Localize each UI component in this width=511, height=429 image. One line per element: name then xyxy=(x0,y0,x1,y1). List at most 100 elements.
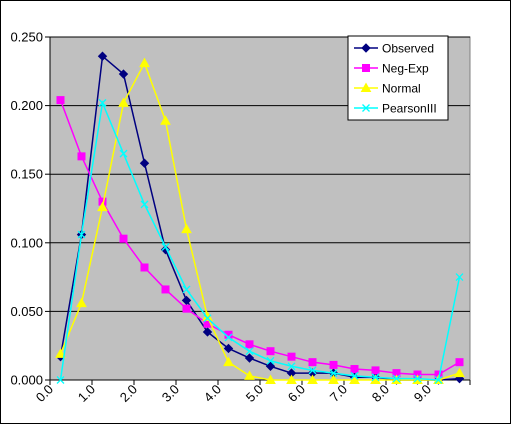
legend-marker-pearsoniii xyxy=(362,104,370,112)
data-point-pearsoniii-15-stroke-b xyxy=(371,373,380,382)
data-point-pearsoniii-12-stroke-b xyxy=(308,366,317,375)
data-point-pearsoniii-2 xyxy=(98,98,107,107)
x-tick-label-6: 6.0 xyxy=(285,382,308,405)
data-point-pearsoniii-3-stroke-b xyxy=(119,149,128,158)
data-point-pearsoniii-0-stroke-b xyxy=(56,376,65,384)
x-tick-label-4: 4.0 xyxy=(201,382,224,405)
data-point-neg-exp-10 xyxy=(266,347,275,356)
data-point-pearsoniii-16 xyxy=(392,374,401,383)
data-point-normal-1 xyxy=(76,297,87,308)
data-point-normal-9 xyxy=(244,370,255,380)
data-point-neg-exp-5 xyxy=(161,285,170,294)
data-point-pearsoniii-0 xyxy=(56,376,65,384)
data-point-pearsoniii-18 xyxy=(434,376,443,384)
legend-marker-neg-exp xyxy=(362,64,370,72)
y-tick-label-1: 0.050 xyxy=(10,304,43,319)
y-tick-label-5: 0.250 xyxy=(10,30,43,45)
data-point-pearsoniii-3 xyxy=(119,149,128,158)
legend-marker-pearsoniii-stroke-b xyxy=(362,104,370,112)
data-point-pearsoniii-13 xyxy=(329,369,338,378)
data-point-pearsoniii-2-stroke-b xyxy=(98,98,107,107)
x-tick-label-3: 3.0 xyxy=(159,382,182,405)
data-point-pearsoniii-16-stroke-b xyxy=(392,374,401,383)
data-point-observed-3 xyxy=(118,69,129,79)
data-point-pearsoniii-8 xyxy=(224,333,233,342)
data-point-normal-12 xyxy=(307,374,318,384)
x-tick-label-5: 5.0 xyxy=(243,382,266,405)
data-point-normal-10 xyxy=(265,374,276,384)
data-point-neg-exp-0 xyxy=(56,96,65,105)
y-tick-label-0: 0.000 xyxy=(10,373,43,388)
data-point-pearsoniii-13-stroke-b xyxy=(329,369,338,378)
data-point-observed-10 xyxy=(265,361,276,371)
data-point-normal-5 xyxy=(160,115,171,125)
data-point-pearsoniii-8-stroke-b xyxy=(224,333,233,342)
data-point-normal-2 xyxy=(97,201,108,212)
data-point-neg-exp-6 xyxy=(182,304,191,313)
data-point-pearsoniii-6-stroke-b xyxy=(182,285,191,294)
data-point-pearsoniii-10 xyxy=(266,356,275,365)
data-point-neg-exp-3 xyxy=(119,234,128,243)
data-point-normal-11 xyxy=(286,374,297,384)
data-point-pearsoniii-11-stroke-b xyxy=(287,362,296,371)
data-point-pearsoniii-17-stroke-b xyxy=(413,374,422,383)
data-point-normal-3 xyxy=(118,97,129,107)
data-point-pearsoniii-19-stroke-b xyxy=(455,273,464,282)
data-point-pearsoniii-5 xyxy=(161,242,170,251)
data-point-pearsoniii-11 xyxy=(287,362,296,371)
data-point-neg-exp-13 xyxy=(329,360,338,369)
data-point-normal-0 xyxy=(55,348,66,358)
data-point-observed-4 xyxy=(139,158,150,168)
data-point-normal-14 xyxy=(349,374,360,384)
y-tick-label-4: 0.200 xyxy=(10,98,43,113)
data-point-pearsoniii-6 xyxy=(182,285,191,294)
data-point-pearsoniii-14 xyxy=(350,371,359,380)
legend-label-normal: Normal xyxy=(382,82,421,96)
x-tick-label-2: 2.0 xyxy=(117,382,140,405)
series-pearsoniii xyxy=(56,98,464,384)
legend-marker-normal xyxy=(360,82,372,92)
data-point-pearsoniii-19 xyxy=(455,273,464,282)
data-point-neg-exp-19 xyxy=(455,358,464,367)
y-tick-label-3: 0.150 xyxy=(10,167,43,182)
x-tick-label-8: 8.0 xyxy=(369,382,392,405)
data-point-neg-exp-4 xyxy=(140,263,149,272)
data-point-normal-13 xyxy=(328,374,339,384)
data-point-pearsoniii-1 xyxy=(77,230,86,239)
data-point-pearsoniii-18-stroke-b xyxy=(434,376,443,384)
data-point-pearsoniii-15 xyxy=(371,373,380,382)
data-point-pearsoniii-7 xyxy=(203,314,212,323)
data-point-observed-9 xyxy=(244,353,255,363)
data-point-neg-exp-1 xyxy=(77,152,86,161)
legend-label-pearsoniii: PearsonIII xyxy=(382,102,437,116)
data-point-normal-4 xyxy=(139,57,150,68)
data-point-observed-2 xyxy=(97,51,108,61)
data-point-observed-6 xyxy=(181,295,192,306)
data-point-pearsoniii-5-stroke-b xyxy=(161,242,170,251)
data-point-neg-exp-9 xyxy=(245,340,254,349)
x-tick-label-9: 9.0 xyxy=(411,382,434,405)
data-point-pearsoniii-9 xyxy=(245,347,254,356)
legend-label-neg-exp: Neg-Exp xyxy=(382,62,429,76)
data-point-normal-6 xyxy=(181,223,192,234)
legend: Observed Neg-Exp Normal PearsonIII xyxy=(347,35,449,121)
data-point-pearsoniii-12 xyxy=(308,366,317,375)
data-point-pearsoniii-1-stroke-b xyxy=(77,230,86,239)
data-point-pearsoniii-14-stroke-b xyxy=(350,371,359,380)
data-point-neg-exp-11 xyxy=(287,352,296,361)
series-line-normal xyxy=(59,61,460,381)
data-point-pearsoniii-4-stroke-b xyxy=(140,200,149,209)
data-point-neg-exp-15 xyxy=(371,366,380,375)
x-tick-label-7: 7.0 xyxy=(327,382,350,405)
data-point-pearsoniii-7-stroke-b xyxy=(203,314,212,323)
data-point-pearsoniii-10-stroke-b xyxy=(266,356,275,365)
legend-marker-observed xyxy=(361,43,371,53)
data-point-pearsoniii-9-stroke-b xyxy=(245,347,254,356)
data-point-observed-8 xyxy=(223,343,234,354)
data-point-normal-8 xyxy=(223,356,234,367)
y-tick-label-2: 0.100 xyxy=(10,235,43,250)
x-tick-label-1: 1.0 xyxy=(75,382,98,405)
series-group xyxy=(55,51,465,385)
